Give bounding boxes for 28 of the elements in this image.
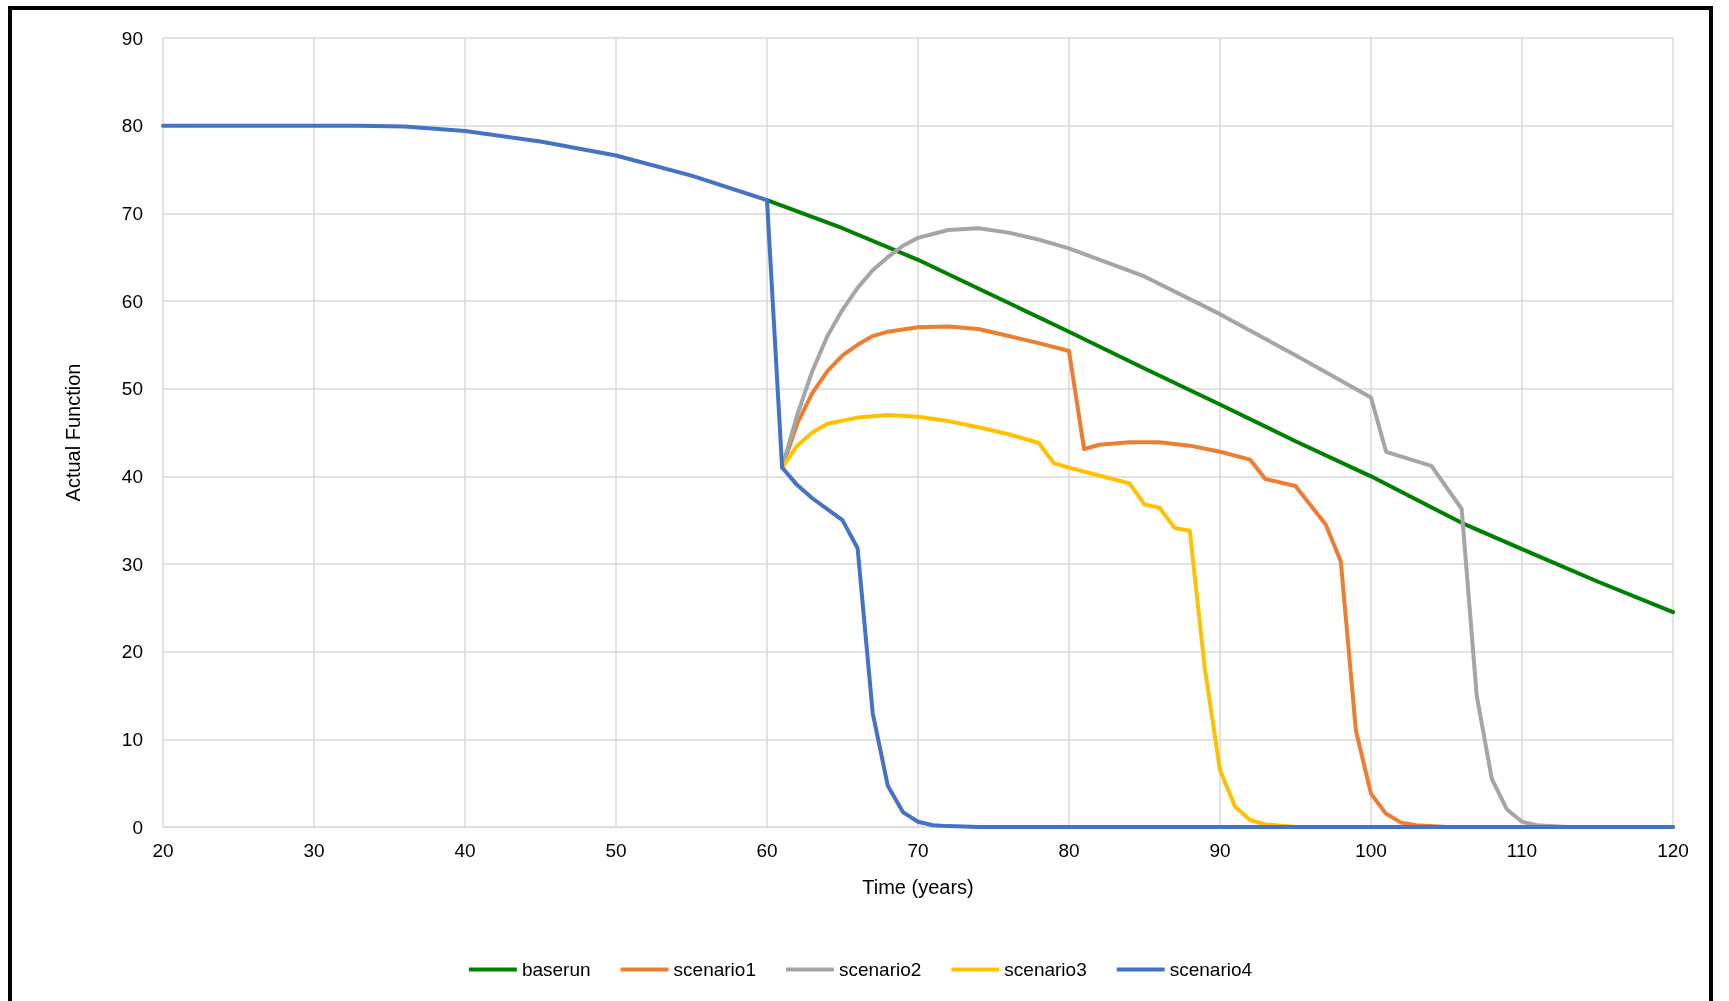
y-tick-label: 30 [121,553,143,575]
x-tick-label: 20 [152,840,174,861]
x-tick-label: 70 [907,840,929,861]
y-tick-label: 50 [121,378,143,400]
y-tick-label: 60 [121,290,143,312]
y-tick-label: 90 [121,27,143,49]
y-tick-label: 20 [121,641,143,663]
y-tick-label: 10 [121,728,143,750]
x-tick-label: 80 [1058,840,1080,861]
x-tick-label: 50 [605,840,627,861]
y-tick-label: 0 [132,816,143,838]
y-tick-label: 80 [121,115,143,137]
x-tick-label: 40 [454,840,476,861]
legend-label: scenario1 [673,959,756,980]
legend-label: scenario3 [1004,959,1087,980]
x-tick-label: 30 [303,840,325,861]
y-axis-title: Actual Function [62,363,84,502]
x-tick-label: 110 [1506,840,1538,861]
legend-label: baserun [521,959,591,980]
y-tick-label: 40 [121,465,143,487]
x-tick-label: 120 [1657,840,1689,861]
legend-label: scenario4 [1169,959,1253,980]
x-axis-title: Time (years) [862,876,974,898]
y-tick-label: 70 [121,202,143,224]
x-tick-label: 60 [756,840,778,861]
x-tick-label: 90 [1209,840,1231,861]
x-tick-label: 100 [1355,840,1387,861]
legend-label: scenario2 [838,959,922,980]
